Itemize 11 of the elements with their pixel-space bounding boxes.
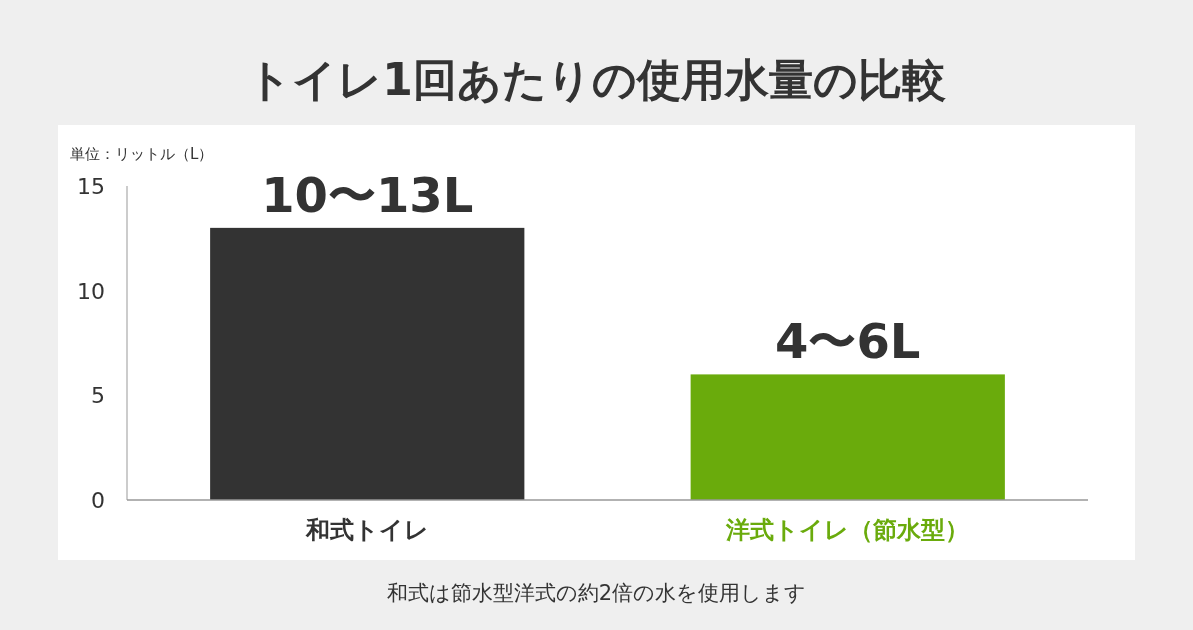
text: 和式は節水型洋式の約2倍の水を使用します (386, 581, 807, 605)
x-tick-label: 洋式トイレ（節水型） (725, 516, 970, 544)
data-label: 4〜6L (775, 313, 921, 370)
y-tick-label: 0 (91, 488, 105, 513)
y-tick-label: 10 (77, 278, 105, 304)
y-axis-title: 単位：リットル（L） (70, 145, 214, 163)
y-tick-label: 5 (91, 383, 105, 409)
y-tick-label: 15 (77, 174, 105, 199)
chart-title: トイレ1回あたりの使用水量の比較 (247, 54, 946, 105)
data-label: 10〜13L (261, 166, 474, 223)
x-tick-label: 和式トイレ (304, 516, 429, 544)
